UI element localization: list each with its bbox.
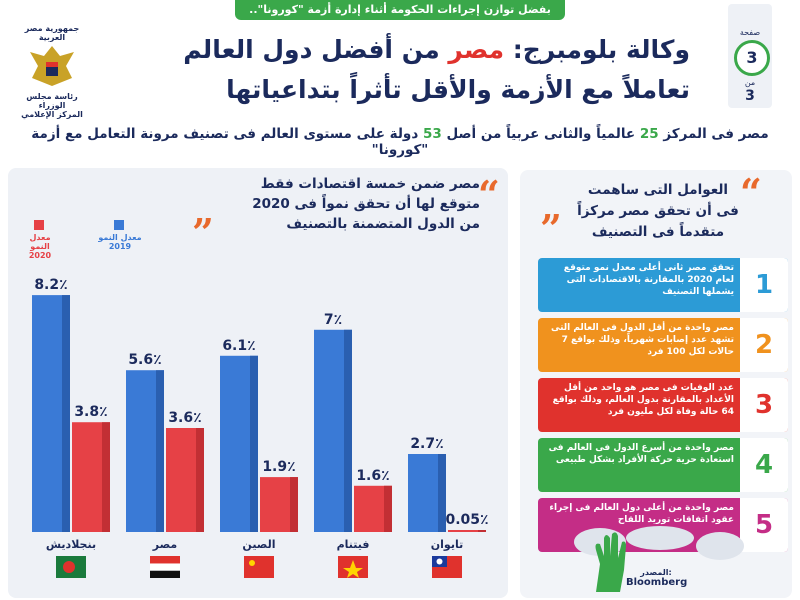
bar-shade xyxy=(250,355,258,532)
factor-text: مصر واحدة من أسرع الدول فى العالم فى است… xyxy=(548,443,734,465)
factor-number: 3 xyxy=(740,378,788,432)
chart-legend: معدل النمو 2020 معدل النمو 2019 xyxy=(20,220,160,260)
data-label: 6.1٪ xyxy=(222,338,255,354)
factor-number: 1 xyxy=(740,258,788,312)
title-part2: من أفضل دول العالم xyxy=(183,35,449,64)
category-label: بنجلاديش xyxy=(46,538,96,551)
factors-header-line1: العوامل التى ساهمت xyxy=(587,182,729,198)
logo-line1: جمهورية مصر العربية xyxy=(24,24,80,42)
factor-text: تحقق مصر ثانى أعلى معدل نمو متوقع لعام 2… xyxy=(563,263,734,297)
factors-header-line3: متقدماً فى التصنيف xyxy=(591,224,725,240)
category-label: مصر xyxy=(152,538,178,551)
flag-stripe xyxy=(244,556,274,578)
data-label: 7٪ xyxy=(324,312,342,328)
category-label: الصين xyxy=(242,538,275,551)
factor-number: 2 xyxy=(740,318,788,372)
bar-shade xyxy=(438,454,446,532)
data-label: 5.6٪ xyxy=(128,352,161,368)
subtitle-part3: دولة على مستوى العالم فى تصنيف مرونة الت… xyxy=(31,126,429,158)
data-label: 1.6٪ xyxy=(356,468,389,484)
bar-shade xyxy=(62,295,70,532)
title-line1: وكالة بلومبرج: مصر من أفضل دول العالم xyxy=(130,30,690,70)
bar-chart: 8.2٪ 3.8٪ بنجلاديش 5.6٪ 3.6٪ مصر 6.1٪ 1.9٪ الصين… xyxy=(32,277,489,578)
factor-item: مصر واحدة من أقل الدول فى العالم التى تش… xyxy=(538,318,788,372)
logo-line2: رئاسة مجلس الوزراء xyxy=(26,92,78,110)
subtitle-rank: 25 xyxy=(639,126,659,142)
factors-open-quote-icon: “ xyxy=(740,170,762,215)
page-number: 3 xyxy=(734,40,770,76)
close-quote-icon: ” xyxy=(192,210,214,255)
flag-emblem xyxy=(63,561,75,573)
page-total: 3 xyxy=(745,88,755,104)
data-label: 8.2٪ xyxy=(34,277,67,293)
factor-text: مصر واحدة من أعلى دول العالم فى إجراء عق… xyxy=(549,503,734,525)
source-credit: المصدر: Bloomberg xyxy=(626,568,688,588)
hand-icon xyxy=(595,532,626,592)
data-label: 1.9٪ xyxy=(262,459,295,475)
page-of-label: من xyxy=(744,78,756,87)
category-label: فيتنام xyxy=(337,538,370,551)
factor-item: مصر واحدة من أسرع الدول فى العالم فى است… xyxy=(538,438,788,492)
factor-text: عدد الوفيات فى مصر هو واحد من أقل الأعدا… xyxy=(552,383,734,417)
legend-swatch-2019 xyxy=(114,220,124,230)
category-label: تايوان xyxy=(431,538,463,551)
flag-stripe xyxy=(150,556,180,564)
legend-swatch-2020 xyxy=(34,220,44,230)
page-title: وكالة بلومبرج: مصر من أفضل دول العالم تع… xyxy=(130,30,690,110)
factor-text: مصر واحدة من أقل الدول فى العالم التى تش… xyxy=(550,323,734,357)
title-line2: تعاملاً مع الأزمة والأقل تأثراً بتداعيات… xyxy=(226,75,690,104)
subtitle: مصر فى المركز 25 عالمياً والثانى عربياً … xyxy=(20,126,780,158)
source-name: Bloomberg xyxy=(626,577,688,588)
data-label: 2.7٪ xyxy=(410,436,443,452)
bar-shade xyxy=(196,428,204,532)
flag-emblem xyxy=(249,560,255,566)
data-label: 0.05٪ xyxy=(445,512,488,528)
page-label: صفحة xyxy=(739,28,761,37)
page-indicator: صفحة 3 من 3 xyxy=(728,4,772,108)
logo-line3: المركز الإعلامي xyxy=(21,110,83,119)
factors-header: العوامل التى ساهمت فى أن تحقق مصر مركزاً… xyxy=(560,180,756,243)
legend-label-2019: معدل النمو 2019 xyxy=(98,233,142,251)
chart-header-line2: متوقع لها أن تحقق نمواً فى 2020 xyxy=(252,196,480,212)
bar-shade xyxy=(384,485,392,532)
bar-shade xyxy=(156,370,164,532)
subtitle-part1: مصر فى المركز xyxy=(658,126,769,142)
title-part1: وكالة بلومبرج: xyxy=(504,35,690,64)
title-highlight: مصر xyxy=(448,35,505,64)
flag-stripe xyxy=(150,570,180,578)
bar-2020 xyxy=(448,530,486,532)
bar-shade xyxy=(290,477,298,532)
factor-number: 4 xyxy=(740,438,788,492)
data-label: 3.8٪ xyxy=(74,404,107,420)
open-quote-icon: “ xyxy=(478,172,500,217)
bar-shade xyxy=(344,329,352,532)
bar-shade xyxy=(102,422,110,532)
flag-emblem xyxy=(436,558,443,565)
factor-number: 5 xyxy=(740,498,788,552)
top-banner: بفضل توازن إجراءات الحكومة أثناء إدارة أ… xyxy=(235,0,565,20)
chart-header-line1: مصر ضمن خمسة اقتصادات فقط xyxy=(260,176,480,192)
cabinet-logo: جمهورية مصر العربية رئاسة مجلس الوزراء ا… xyxy=(14,24,90,119)
eagle-icon xyxy=(30,46,74,86)
factor-item: عدد الوفيات فى مصر هو واحد من أقل الأعدا… xyxy=(538,378,788,432)
bar-shade xyxy=(478,530,486,532)
legend-label-2020: معدل النمو 2020 xyxy=(28,233,52,260)
chart-header-line3: من الدول المتضمنة بالتصنيف xyxy=(286,216,480,232)
data-label: 3.6٪ xyxy=(168,410,201,426)
subtitle-total: 53 xyxy=(422,126,442,142)
factors-header-line2: فى أن تحقق مصر مركزاً xyxy=(577,203,739,219)
flag-stripe xyxy=(150,563,180,571)
factor-item: تحقق مصر ثانى أعلى معدل نمو متوقع لعام 2… xyxy=(538,258,788,312)
chart-header: مصر ضمن خمسة اقتصادات فقط متوقع لها أن ت… xyxy=(210,174,480,234)
subtitle-part2: عالمياً والثانى عربياً من أصل xyxy=(441,126,640,142)
factors-close-quote-icon: ” xyxy=(540,206,562,251)
flag-emblem xyxy=(343,560,363,578)
source-label: المصدر: xyxy=(640,568,672,577)
